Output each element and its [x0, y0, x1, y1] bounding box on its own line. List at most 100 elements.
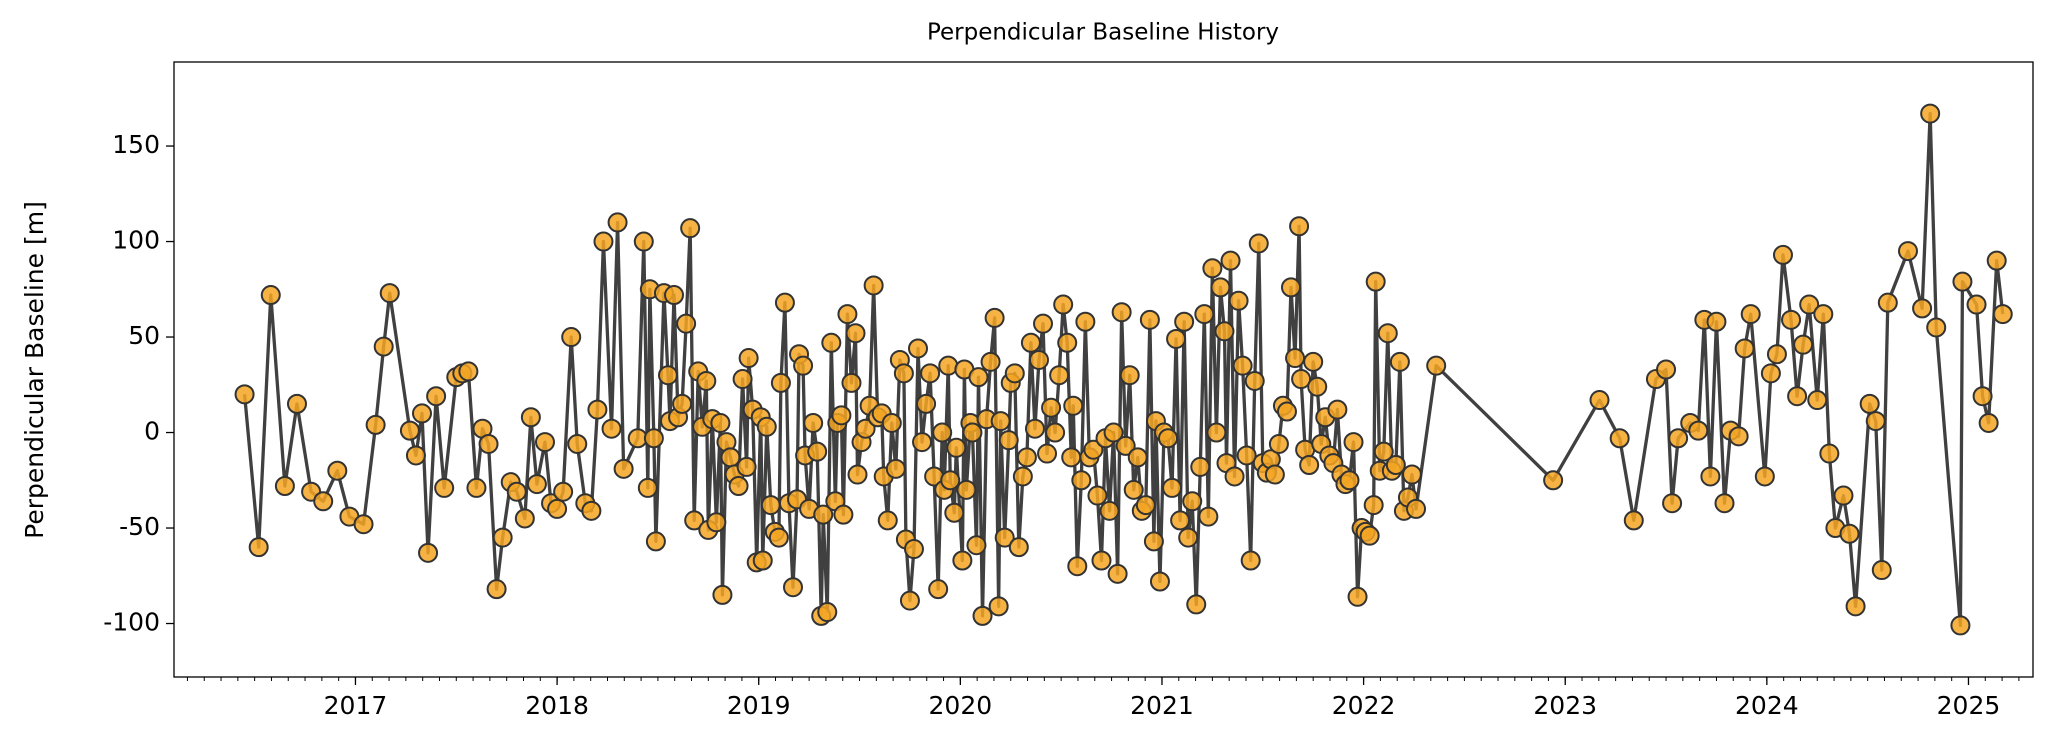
point-marker	[1327, 399, 1348, 420]
point-marker	[732, 369, 753, 390]
point-marker	[845, 323, 866, 344]
point-marker	[1799, 294, 1820, 315]
point-marker	[863, 275, 884, 296]
point-marker	[1228, 290, 1249, 311]
point-marker	[908, 338, 929, 359]
point-marker	[561, 327, 582, 348]
point-marker	[1037, 443, 1058, 464]
point-marker	[1845, 596, 1866, 617]
point-marker	[885, 458, 906, 479]
point-marker	[966, 535, 987, 556]
point-marker	[712, 584, 733, 605]
point-marker	[637, 477, 658, 498]
point-marker	[613, 458, 634, 479]
point-marker	[1236, 445, 1257, 466]
point-marker	[994, 527, 1015, 548]
point-marker	[633, 231, 654, 252]
point-marker	[412, 403, 433, 424]
point-marker	[534, 432, 555, 453]
point-marker	[720, 447, 741, 468]
point-marker	[684, 510, 705, 531]
point-marker	[1307, 376, 1328, 397]
point-marker	[998, 430, 1019, 451]
point-marker	[399, 420, 420, 441]
point-marker	[1668, 428, 1689, 449]
point-marker	[1760, 363, 1781, 384]
point-marker	[1281, 277, 1302, 298]
point-marker	[813, 504, 834, 525]
x-tick-label: 2020	[929, 691, 993, 720]
point-marker	[1033, 313, 1054, 334]
point-marker	[1877, 292, 1898, 313]
point-marker	[841, 372, 862, 393]
x-tick-label: 2025	[1937, 691, 2001, 720]
point-marker	[1248, 233, 1269, 254]
point-marker	[1063, 395, 1084, 416]
point-marker	[1057, 332, 1078, 353]
point-marker	[1202, 258, 1223, 279]
point-marker	[1127, 447, 1148, 468]
point-marker	[1244, 370, 1265, 391]
point-marker	[1099, 500, 1120, 521]
point-marker	[260, 285, 281, 306]
point-marker	[916, 393, 937, 414]
point-marker	[1119, 365, 1140, 386]
point-marker	[1299, 454, 1320, 475]
x-tick-label: 2024	[1735, 691, 1799, 720]
point-marker	[940, 470, 961, 491]
chart-title: Perpendicular Baseline History	[927, 20, 1279, 46]
point-marker	[1781, 309, 1802, 330]
point-marker	[833, 504, 854, 525]
point-marker	[1186, 594, 1207, 615]
point-marker	[1813, 304, 1834, 325]
point-marker	[1377, 323, 1398, 344]
point-marker	[1135, 495, 1156, 516]
point-marker	[710, 412, 731, 433]
y-tick-label: -100	[103, 608, 160, 637]
x-tick-label: 2019	[727, 691, 791, 720]
point-marker	[1706, 311, 1727, 332]
point-marker	[1966, 294, 1987, 315]
point-marker	[1028, 349, 1049, 370]
point-marker	[1347, 586, 1368, 607]
point-marker	[553, 481, 574, 502]
point-marker	[920, 363, 941, 384]
y-tick-label: 50	[128, 321, 160, 350]
point-marker	[807, 441, 828, 462]
y-axis-label: Perpendicular Baseline [m]	[20, 201, 49, 539]
point-marker	[1688, 420, 1709, 441]
point-marker	[492, 527, 513, 548]
point-marker	[1662, 493, 1683, 514]
point-marker	[274, 476, 295, 497]
point-marker	[774, 292, 795, 313]
point-marker	[972, 605, 993, 626]
point-marker	[486, 579, 507, 600]
point-marker	[738, 348, 759, 369]
point-marker	[946, 437, 967, 458]
point-marker	[1103, 422, 1124, 443]
point-marker	[1897, 241, 1918, 262]
point-marker	[1728, 426, 1749, 447]
x-tick-label: 2022	[1332, 691, 1396, 720]
point-marker	[1178, 527, 1199, 548]
point-marker	[1819, 443, 1840, 464]
point-marker	[793, 355, 814, 376]
point-marker	[520, 407, 541, 428]
point-marker	[912, 432, 933, 453]
point-marker	[1214, 321, 1235, 342]
point-marker	[984, 307, 1005, 328]
point-marker	[768, 527, 789, 548]
point-marker	[607, 212, 628, 233]
point-marker	[1220, 250, 1241, 271]
point-marker	[581, 500, 602, 521]
point-marker	[1589, 390, 1610, 411]
point-marker	[1198, 506, 1219, 527]
point-marker	[405, 445, 426, 466]
point-marker	[373, 336, 394, 357]
point-marker	[466, 477, 487, 498]
point-marker	[1303, 351, 1324, 372]
point-marker	[1016, 447, 1037, 468]
point-marker	[928, 579, 949, 600]
point-marker	[1839, 523, 1860, 544]
point-marker	[1071, 470, 1092, 491]
